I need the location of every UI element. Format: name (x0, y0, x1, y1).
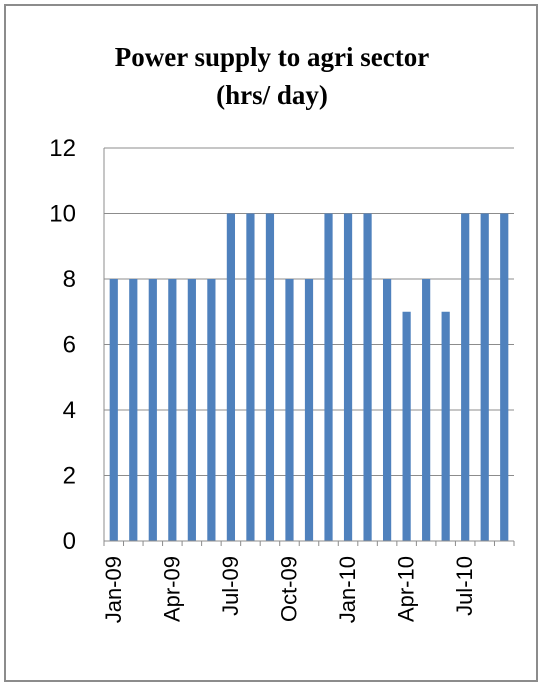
bar (422, 279, 431, 541)
x-tick-label: Jan-09 (101, 556, 126, 623)
x-tick-label: Apr-10 (394, 556, 419, 622)
bar (226, 213, 236, 541)
bar (500, 213, 509, 541)
axes (103, 148, 515, 546)
bar (129, 279, 138, 541)
x-tick-label: Jul-10 (452, 556, 477, 616)
bar (148, 279, 157, 541)
y-tick-label: 2 (63, 463, 76, 490)
bar (441, 311, 450, 541)
x-tick-label: Apr-09 (159, 556, 184, 622)
chart-title: Power supply to agri sector (hrs/ day) (0, 38, 544, 114)
bar (304, 279, 314, 541)
y-tick-label: 10 (49, 201, 76, 228)
y-tick-labels: 0 2 4 6 8 10 12 (49, 135, 76, 555)
bar (461, 213, 470, 541)
bar (402, 311, 411, 541)
y-tick-label: 6 (63, 332, 76, 359)
bar (382, 279, 392, 541)
x-tick-label: Jan-10 (335, 556, 360, 623)
bar (285, 279, 294, 541)
bar (265, 213, 275, 541)
bars (109, 213, 509, 541)
bar (207, 279, 216, 541)
bar (480, 213, 489, 541)
bar (168, 279, 177, 541)
x-tick-label: Oct-09 (276, 556, 301, 622)
x-tick-labels: Jan-09 Apr-09 Jul-09 Oct-09 Jan-10 Apr-10 Jul-… (101, 556, 477, 623)
y-tick-label: 8 (63, 266, 76, 293)
x-tick-label: Jul-09 (218, 556, 243, 616)
bar (324, 213, 333, 541)
chart-title-line1: Power supply to agri sector (114, 42, 430, 72)
bar (109, 279, 118, 541)
bar (246, 213, 255, 541)
chart-title-line2: (hrs/ day) (216, 80, 328, 110)
y-tick-label: 4 (63, 397, 76, 424)
y-tick-label: 12 (49, 135, 76, 162)
bar (363, 213, 372, 541)
y-tick-label: 0 (63, 528, 76, 555)
bar (187, 279, 196, 541)
bar (343, 213, 353, 541)
